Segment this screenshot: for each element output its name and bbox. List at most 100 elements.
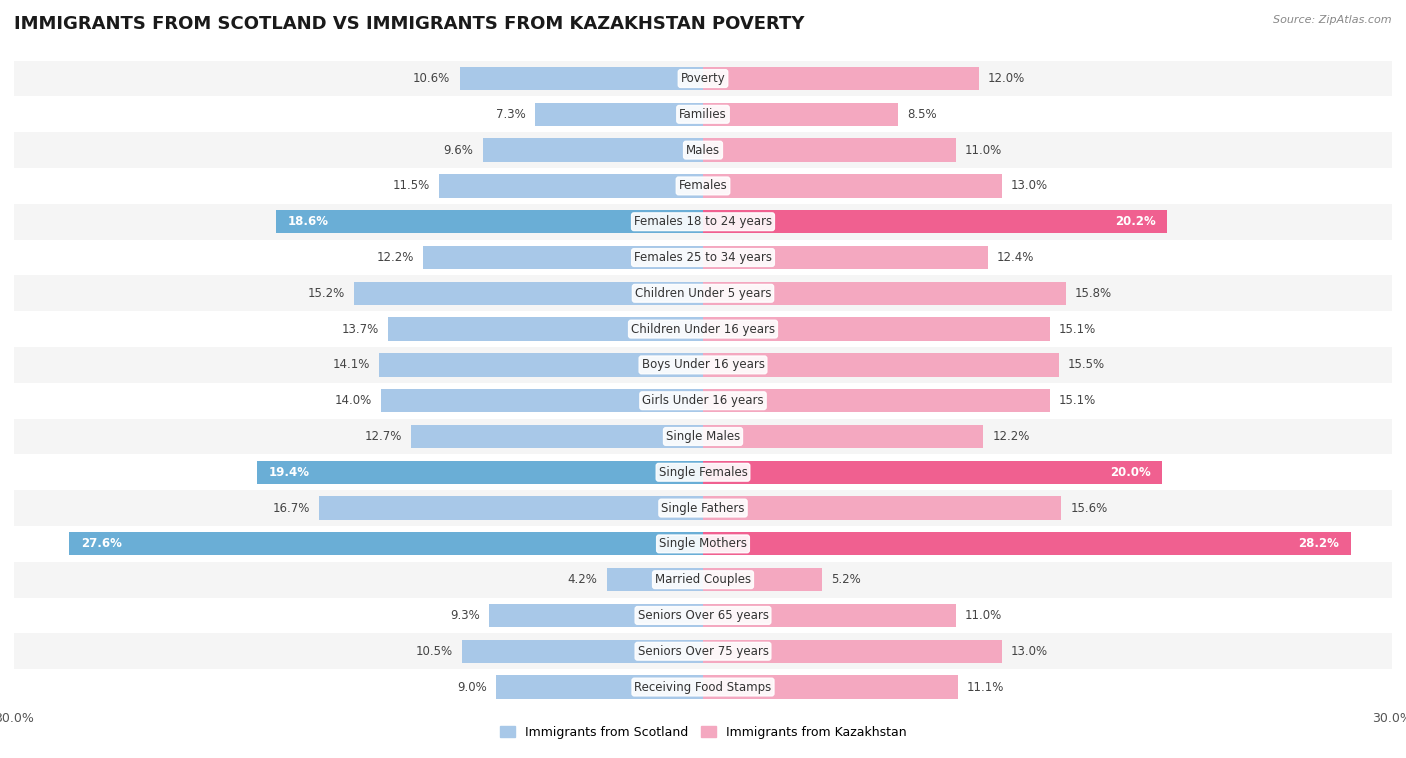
Bar [703,389,1050,412]
Bar [482,139,703,161]
Text: Single Females: Single Females [658,465,748,479]
Bar [14,312,1392,347]
Text: 20.2%: 20.2% [1115,215,1156,228]
Text: 12.2%: 12.2% [377,251,413,264]
Text: Poverty: Poverty [681,72,725,85]
Text: Children Under 5 years: Children Under 5 years [634,287,772,300]
Text: Single Mothers: Single Mothers [659,537,747,550]
Bar [703,174,1001,198]
Text: Single Males: Single Males [666,430,740,443]
Bar [496,675,703,699]
Text: Females 18 to 24 years: Females 18 to 24 years [634,215,772,228]
Text: 12.2%: 12.2% [993,430,1029,443]
Text: 13.7%: 13.7% [342,323,380,336]
Bar [439,174,703,198]
Text: IMMIGRANTS FROM SCOTLAND VS IMMIGRANTS FROM KAZAKHSTAN POVERTY: IMMIGRANTS FROM SCOTLAND VS IMMIGRANTS F… [14,15,804,33]
Text: 15.8%: 15.8% [1076,287,1112,300]
Text: 15.6%: 15.6% [1070,502,1108,515]
Text: Receiving Food Stamps: Receiving Food Stamps [634,681,772,694]
Text: 13.0%: 13.0% [1011,645,1047,658]
Bar [14,132,1392,168]
Bar [14,597,1392,634]
Text: 7.3%: 7.3% [496,108,526,121]
Bar [703,461,1163,484]
Bar [703,353,1059,377]
Bar [606,568,703,591]
Text: Girls Under 16 years: Girls Under 16 years [643,394,763,407]
Text: 5.2%: 5.2% [831,573,862,586]
Bar [489,604,703,627]
Text: 14.0%: 14.0% [335,394,373,407]
Bar [703,139,956,161]
Bar [703,604,956,627]
Text: Boys Under 16 years: Boys Under 16 years [641,359,765,371]
Bar [388,318,703,341]
Text: 16.7%: 16.7% [273,502,311,515]
Bar [461,640,703,663]
Bar [14,490,1392,526]
Text: Families: Families [679,108,727,121]
Text: 9.0%: 9.0% [457,681,486,694]
Bar [14,204,1392,240]
Bar [703,102,898,126]
Text: 11.1%: 11.1% [967,681,1004,694]
Bar [354,282,703,305]
Bar [14,240,1392,275]
Text: Seniors Over 65 years: Seniors Over 65 years [637,609,769,622]
Text: 11.0%: 11.0% [965,143,1002,157]
Bar [14,526,1392,562]
Bar [703,568,823,591]
Bar [703,496,1062,520]
Text: 27.6%: 27.6% [80,537,121,550]
Text: 14.1%: 14.1% [333,359,370,371]
Bar [381,389,703,412]
Bar [14,347,1392,383]
Bar [703,640,1001,663]
Bar [14,275,1392,312]
Bar [14,96,1392,132]
Text: 10.5%: 10.5% [416,645,453,658]
Text: 12.4%: 12.4% [997,251,1035,264]
Bar [14,562,1392,597]
Legend: Immigrants from Scotland, Immigrants from Kazakhstan: Immigrants from Scotland, Immigrants fro… [495,721,911,744]
Bar [14,669,1392,705]
Text: 20.0%: 20.0% [1111,465,1152,479]
Text: 4.2%: 4.2% [568,573,598,586]
Text: Seniors Over 75 years: Seniors Over 75 years [637,645,769,658]
Bar [69,532,703,556]
Bar [703,424,983,448]
Bar [460,67,703,90]
Bar [423,246,703,269]
Text: 15.2%: 15.2% [308,287,344,300]
Text: 15.1%: 15.1% [1059,394,1097,407]
Bar [14,168,1392,204]
Bar [703,210,1167,233]
Text: 9.6%: 9.6% [443,143,474,157]
Text: 19.4%: 19.4% [269,465,309,479]
Bar [412,424,703,448]
Text: 13.0%: 13.0% [1011,180,1047,193]
Bar [703,675,957,699]
Bar [257,461,703,484]
Bar [703,67,979,90]
Bar [380,353,703,377]
Text: 9.3%: 9.3% [450,609,481,622]
Bar [14,383,1392,418]
Text: 15.5%: 15.5% [1069,359,1105,371]
Text: 12.0%: 12.0% [988,72,1025,85]
Text: 11.0%: 11.0% [965,609,1002,622]
Text: 12.7%: 12.7% [364,430,402,443]
Bar [14,454,1392,490]
Text: Males: Males [686,143,720,157]
Text: 28.2%: 28.2% [1298,537,1339,550]
Bar [536,102,703,126]
Text: Females: Females [679,180,727,193]
Bar [14,634,1392,669]
Bar [276,210,703,233]
Text: Females 25 to 34 years: Females 25 to 34 years [634,251,772,264]
Text: Children Under 16 years: Children Under 16 years [631,323,775,336]
Bar [703,282,1066,305]
Text: 18.6%: 18.6% [287,215,329,228]
Text: Married Couples: Married Couples [655,573,751,586]
Text: 15.1%: 15.1% [1059,323,1097,336]
